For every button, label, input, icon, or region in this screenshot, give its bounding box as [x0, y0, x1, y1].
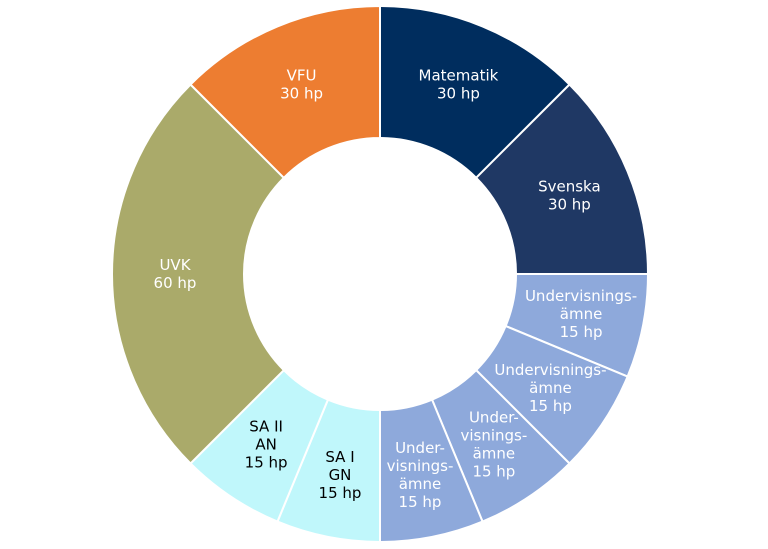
slice-label-line: ämne	[473, 444, 516, 462]
slice-label-line: 15 hp	[472, 462, 515, 480]
slice-label-line: Under-	[469, 408, 519, 426]
slice-label-line: 30 hp	[280, 85, 323, 103]
slice-label-line: 15 hp	[529, 397, 572, 415]
slice-label: Undervisnings-ämne 15 hp	[525, 287, 637, 341]
slice-label: SA I GN 15 hp	[319, 448, 362, 502]
slice-label: Undervisnings-ämne 15 hp	[494, 361, 606, 415]
slice-label-line: Undervisnings-	[494, 361, 606, 379]
slice-label-line: SA I	[325, 448, 354, 466]
donut-slice	[379, 4, 571, 180]
slice-label-line: Undervisnings-	[525, 287, 637, 305]
slice-label-line: ämne	[560, 305, 603, 323]
slice-label: UVK 60 hp	[154, 256, 197, 292]
slice-label: Under-visnings-ämne 15 hp	[387, 439, 454, 511]
slice-label-line: visnings-	[460, 426, 527, 444]
slice-label-line: 15 hp	[245, 453, 288, 471]
donut-slice	[111, 83, 286, 465]
slice-label-line: Under-	[395, 439, 445, 457]
slice-label-line: 60 hp	[154, 274, 197, 292]
slice-label-line: 15 hp	[399, 493, 442, 511]
slice-label-line: VFU	[287, 67, 317, 85]
slice-label: Matematik 30 hp	[419, 67, 499, 103]
slice-label-line: 30 hp	[437, 85, 480, 103]
slice-label-line: ämne	[529, 379, 572, 397]
slice-label-line: Svenska	[538, 178, 601, 196]
slice-label-line: 15 hp	[560, 323, 603, 341]
slice-label: VFU 30 hp	[280, 67, 323, 103]
slice-label: Svenska 30 hp	[538, 178, 601, 214]
donut-segments	[111, 4, 650, 544]
donut-slice	[189, 4, 381, 180]
slice-label: Under-visnings-ämne 15 hp	[460, 408, 527, 480]
slice-label-line: SA II	[249, 417, 283, 435]
slice-label-line: AN	[255, 435, 276, 453]
slice-label-line: GN	[329, 466, 352, 484]
slice-label: SA II AN 15 hp	[245, 417, 288, 471]
slice-label-line: Matematik	[419, 67, 499, 85]
slice-label-line: 30 hp	[548, 196, 591, 214]
donut-slice	[474, 83, 650, 275]
slice-label-line: UVK	[159, 256, 191, 274]
slice-label-line: ämne	[399, 475, 442, 493]
slice-label-line: visnings-	[387, 457, 454, 475]
slice-label-line: 15 hp	[319, 484, 362, 502]
